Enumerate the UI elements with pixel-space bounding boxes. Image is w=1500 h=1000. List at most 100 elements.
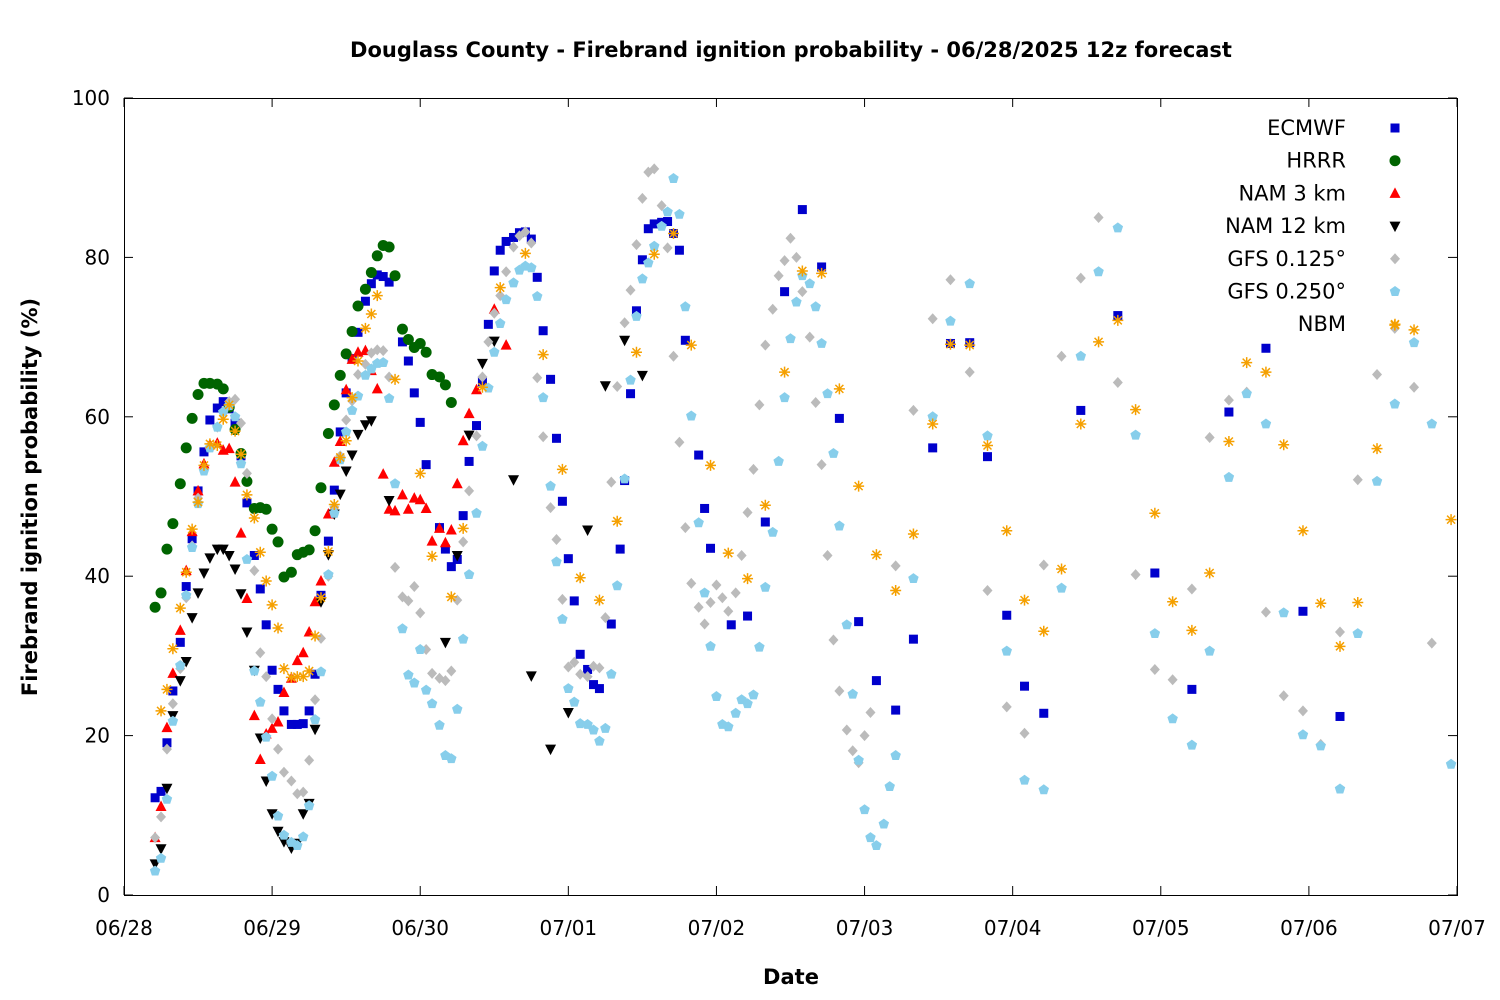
data-point [463, 569, 475, 580]
data-point [964, 339, 976, 351]
data-point [804, 331, 815, 343]
data-point [945, 315, 956, 326]
data-point [1260, 366, 1272, 378]
data-point [508, 241, 519, 253]
data-point [791, 251, 802, 263]
data-point [409, 581, 420, 593]
data-point [927, 313, 938, 325]
legend-marker [1389, 318, 1401, 330]
data-point [389, 373, 401, 385]
legend-label: GFS 0.125° [1227, 247, 1346, 271]
data-point [434, 719, 445, 730]
data-point [457, 522, 469, 534]
data-point [834, 685, 845, 697]
data-point [297, 646, 309, 658]
data-point [254, 753, 266, 765]
data-point [537, 392, 549, 403]
data-point [630, 346, 642, 358]
data-point [847, 688, 858, 699]
data-point [278, 829, 290, 840]
data-point [1038, 559, 1049, 571]
data-point [1056, 563, 1068, 575]
data-point [773, 455, 784, 466]
data-point [853, 480, 865, 492]
data-point [730, 587, 741, 599]
data-point [414, 493, 426, 505]
data-point [907, 528, 919, 540]
data-point [1001, 645, 1012, 656]
data-point [414, 644, 426, 654]
data-point [167, 643, 179, 655]
x-tick-label: 07/06 [1280, 916, 1338, 940]
data-point [525, 671, 537, 682]
data-point [303, 665, 315, 677]
data-point [600, 612, 611, 624]
data-point [297, 831, 309, 842]
data-point [1204, 645, 1215, 656]
data-point [291, 654, 303, 666]
data-point [396, 488, 408, 500]
plot-frame [124, 98, 1458, 896]
data-point [1223, 394, 1234, 406]
x-tick-label: 06/30 [391, 916, 449, 940]
data-point [908, 634, 918, 644]
data-point [748, 463, 759, 475]
data-point [908, 404, 919, 416]
data-point [705, 459, 717, 471]
data-point [1075, 418, 1087, 430]
data-point [767, 303, 778, 315]
data-point [217, 383, 229, 395]
data-point [785, 333, 796, 344]
data-point [396, 323, 408, 335]
data-point [982, 430, 993, 441]
data-point [427, 667, 438, 679]
data-point [192, 496, 204, 508]
data-point [297, 809, 309, 820]
data-point [532, 272, 542, 282]
data-point [680, 335, 690, 345]
data-point [426, 698, 438, 709]
data-point [1001, 701, 1012, 713]
data-point [1297, 705, 1308, 717]
data-point [1426, 418, 1438, 429]
data-point [340, 426, 352, 437]
data-point [278, 837, 290, 848]
data-point [773, 270, 784, 282]
data-point [212, 421, 223, 432]
data-point [785, 232, 796, 244]
data-point [273, 743, 284, 755]
series-hrrr [149, 239, 457, 613]
data-point [329, 485, 339, 495]
data-point [241, 475, 253, 487]
data-point [575, 649, 585, 659]
data-point [1371, 475, 1383, 486]
data-point [457, 633, 469, 644]
data-point [254, 546, 266, 558]
data-point [1204, 432, 1215, 444]
data-point [1112, 377, 1123, 389]
legend-label: NAM 3 km [1238, 181, 1346, 205]
data-point [767, 526, 778, 537]
data-point [272, 536, 284, 548]
data-point [501, 236, 511, 246]
legend-label: NBM [1298, 312, 1346, 336]
data-point [878, 818, 890, 829]
data-point [723, 605, 734, 617]
y-tick-label: 60 [85, 405, 110, 429]
data-point [420, 684, 432, 695]
data-point [649, 240, 660, 251]
data-point [266, 809, 278, 820]
data-point [779, 255, 790, 267]
data-point [489, 307, 500, 319]
data-point [346, 392, 358, 404]
data-point [797, 205, 807, 215]
y-tick-label: 20 [85, 724, 110, 748]
data-point [1150, 568, 1160, 578]
data-point [421, 460, 431, 470]
data-point [667, 227, 679, 239]
data-point [606, 619, 616, 629]
data-point [569, 656, 580, 668]
data-point [649, 219, 659, 229]
data-point [637, 192, 648, 204]
data-point [378, 272, 388, 282]
